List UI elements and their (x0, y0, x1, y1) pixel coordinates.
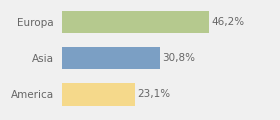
Bar (62, 83, 135, 106)
Text: 23,1%: 23,1% (137, 89, 171, 99)
Text: 30,8%: 30,8% (162, 53, 195, 63)
Bar (62, 47, 160, 69)
Bar (62, 11, 209, 33)
Text: 46,2%: 46,2% (211, 17, 244, 27)
